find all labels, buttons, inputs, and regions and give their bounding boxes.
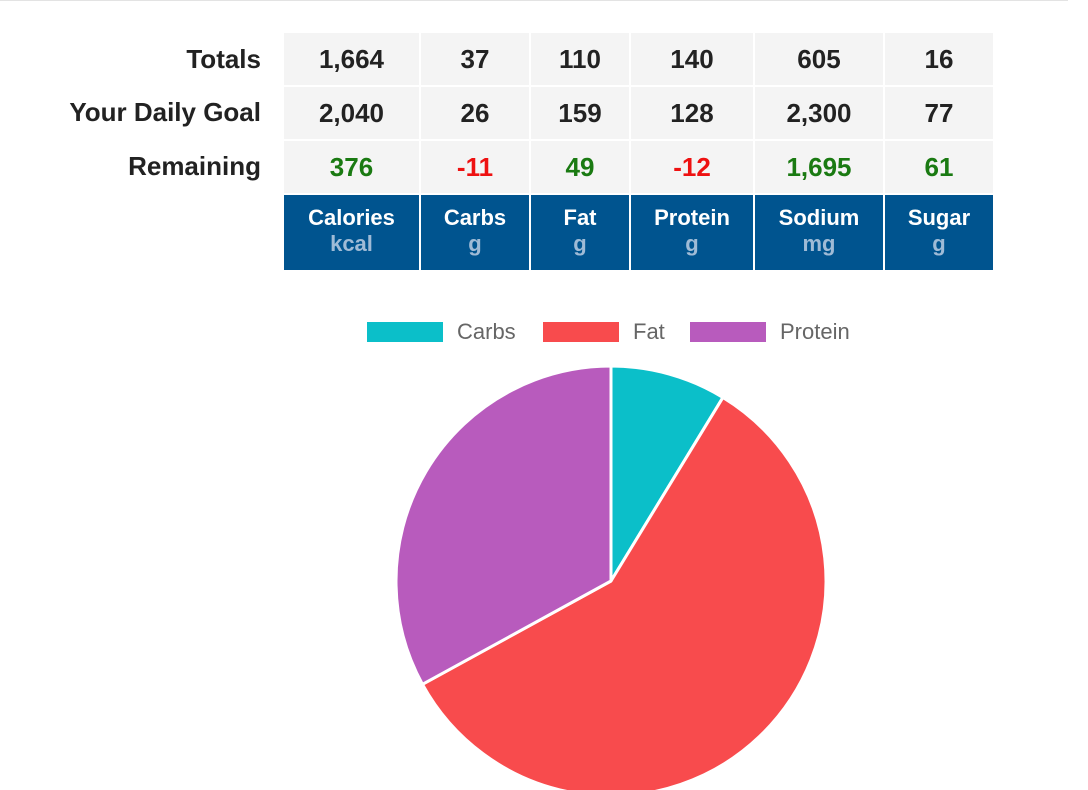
column-name: Sugar: [907, 205, 971, 230]
column-header-sodium: Sodium mg: [755, 195, 883, 270]
legend-label: Fat: [633, 319, 665, 344]
column-name: Protein: [654, 205, 730, 230]
cell-totals-protein: 140: [631, 33, 753, 85]
cell-daily-goal-carbs: 26: [421, 87, 529, 139]
cell-remaining-protein: -12: [631, 141, 753, 193]
cell-totals-sugar: 16: [885, 33, 993, 85]
row-label-remaining: Remaining: [128, 151, 261, 181]
legend-label: Carbs: [457, 319, 516, 344]
legend-label: Protein: [780, 319, 850, 344]
column-name: Carbs: [443, 205, 507, 230]
cell-totals-sodium: 605: [755, 33, 883, 85]
row-label-totals: Totals: [186, 44, 261, 74]
column-header-calories: Calories kcal: [284, 195, 419, 270]
column-unit: g: [573, 231, 587, 256]
row-label-daily-goal: Your Daily Goal: [69, 97, 261, 127]
cell-daily-goal-fat: 159: [531, 87, 629, 139]
legend-swatch: [367, 322, 443, 342]
pie-slice-carbs[interactable]: [609, 364, 725, 583]
cell-daily-goal-sugar: 77: [885, 87, 993, 139]
pie-slice-protein[interactable]: [394, 364, 613, 686]
cell-totals-fat: 110: [531, 33, 629, 85]
legend-swatch: [543, 322, 619, 342]
column-unit: g: [932, 231, 946, 256]
column-header-sugar: Sugar g: [885, 195, 993, 270]
cell-remaining-sodium: 1,695: [755, 141, 883, 193]
cell-totals-calories: 1,664: [284, 33, 419, 85]
column-header-protein: Protein g: [631, 195, 753, 270]
cell-daily-goal-sodium: 2,300: [755, 87, 883, 139]
column-unit: mg: [802, 231, 836, 256]
legend-item-protein[interactable]: Protein: [690, 319, 850, 344]
cell-totals-carbs: 37: [421, 33, 529, 85]
cell-daily-goal-calories: 2,040: [284, 87, 419, 139]
column-unit: kcal: [330, 231, 373, 256]
top-divider: [0, 0, 1068, 1]
column-name: Calories: [308, 205, 395, 230]
column-name: Fat: [563, 205, 597, 230]
column-name: Sodium: [778, 205, 860, 230]
column-header-fat: Fat g: [531, 195, 629, 270]
column-unit: g: [468, 231, 482, 256]
cell-remaining-fat: 49: [531, 141, 629, 193]
cell-remaining-calories: 376: [284, 141, 419, 193]
cell-remaining-sugar: 61: [885, 141, 993, 193]
chart-legend: Carbs Fat Protein: [0, 319, 1088, 344]
cell-remaining-carbs: -11: [421, 141, 529, 193]
column-header-carbs: Carbs g: [421, 195, 529, 270]
legend-item-carbs[interactable]: Carbs: [367, 319, 516, 344]
legend-swatch: [690, 322, 766, 342]
legend-item-fat[interactable]: Fat: [543, 319, 665, 344]
pie-slice-fat[interactable]: [420, 395, 828, 790]
cell-daily-goal-protein: 128: [631, 87, 753, 139]
column-unit: g: [685, 231, 699, 256]
